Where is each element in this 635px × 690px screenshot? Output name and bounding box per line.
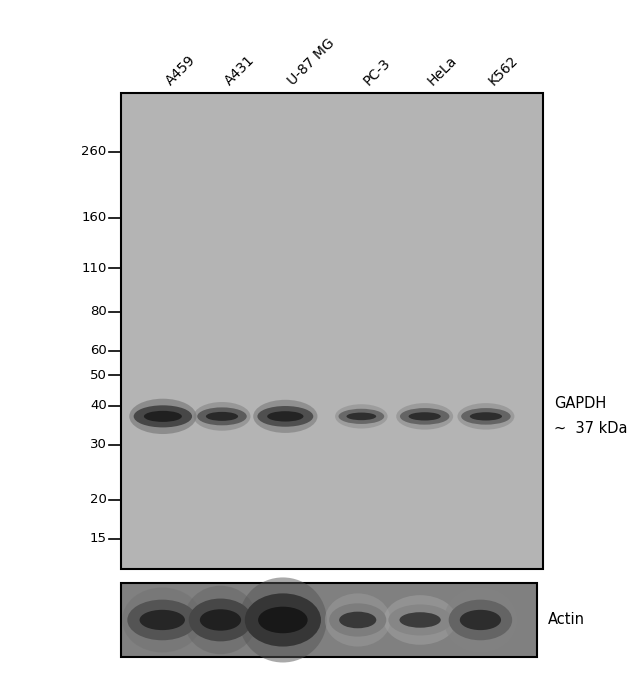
Ellipse shape [194,402,250,431]
Text: GAPDH: GAPDH [554,397,606,411]
Text: 15: 15 [90,533,107,546]
Ellipse shape [338,408,384,424]
Ellipse shape [257,406,313,426]
Ellipse shape [189,598,252,642]
Ellipse shape [239,578,326,662]
Text: ~  37 kDa: ~ 37 kDa [554,422,628,436]
Ellipse shape [399,612,441,628]
Text: HeLa: HeLa [425,53,460,88]
Ellipse shape [400,408,450,424]
Ellipse shape [335,404,387,428]
Ellipse shape [325,593,391,647]
Text: 60: 60 [90,344,107,357]
Text: A431: A431 [222,52,257,88]
Ellipse shape [457,403,514,430]
Ellipse shape [449,600,512,640]
Ellipse shape [329,603,386,637]
Ellipse shape [140,610,185,630]
Ellipse shape [206,412,238,421]
Ellipse shape [461,408,511,424]
Ellipse shape [389,604,452,635]
Text: 80: 80 [90,305,107,318]
Ellipse shape [130,399,196,434]
Text: K562: K562 [486,52,521,88]
Ellipse shape [253,400,318,433]
Ellipse shape [258,607,307,633]
Text: 50: 50 [90,369,107,382]
Ellipse shape [267,411,304,422]
Ellipse shape [444,587,517,653]
Text: 30: 30 [90,438,107,451]
Ellipse shape [244,593,321,647]
Ellipse shape [470,412,502,420]
Ellipse shape [127,600,197,640]
Ellipse shape [460,610,501,630]
Ellipse shape [144,411,182,422]
Text: U-87 MG: U-87 MG [285,35,337,88]
Ellipse shape [197,407,247,425]
Text: 110: 110 [81,262,107,275]
Text: Actin: Actin [548,613,585,627]
Ellipse shape [339,611,377,629]
Text: 260: 260 [81,145,107,158]
Ellipse shape [200,609,241,631]
Ellipse shape [384,595,457,644]
Ellipse shape [133,405,192,427]
Bar [121,583,537,657]
Ellipse shape [396,403,453,430]
Text: 20: 20 [90,493,107,506]
Text: A459: A459 [163,52,198,88]
Text: 40: 40 [90,400,107,413]
Text: 160: 160 [81,211,107,224]
Bar [121,93,543,569]
Ellipse shape [408,412,441,420]
Ellipse shape [184,586,257,654]
Ellipse shape [347,413,376,420]
Text: PC-3: PC-3 [361,55,394,88]
Ellipse shape [122,587,203,653]
